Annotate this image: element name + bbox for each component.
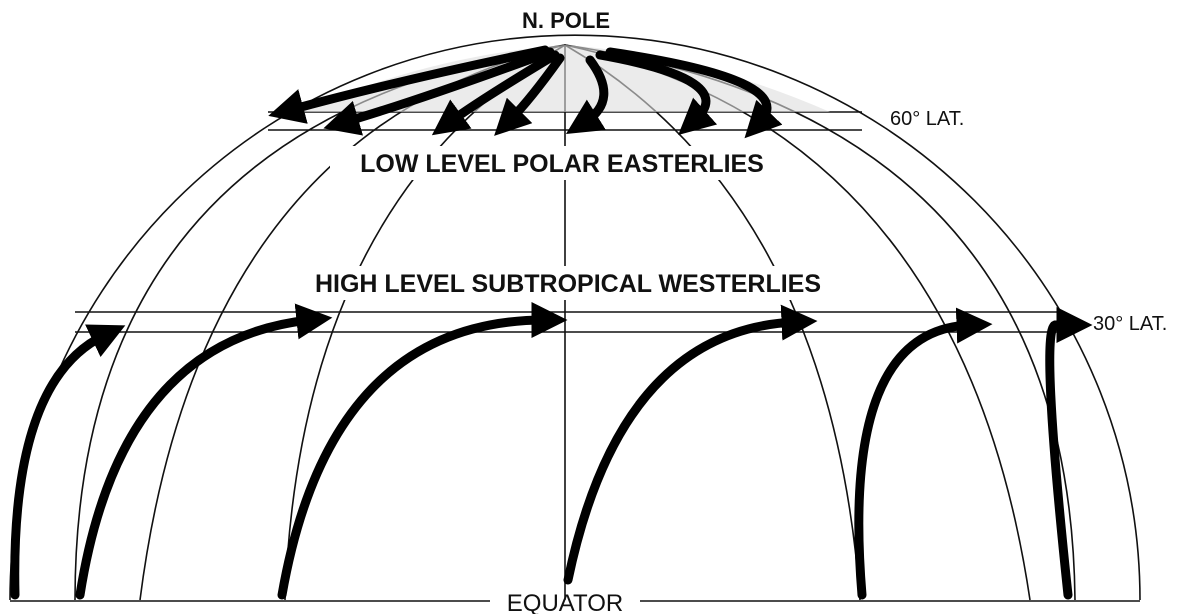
westerlies-label: HIGH LEVEL SUBTROPICAL WESTERLIES <box>315 270 821 298</box>
easterlies-label: LOW LEVEL POLAR EASTERLIES <box>360 150 764 178</box>
diagram: N. POLE 60° LAT. LOW LEVEL POLAR EASTERL… <box>0 0 1198 614</box>
lat30-label: 30° LAT. <box>1093 313 1167 335</box>
equator-label: EQUATOR <box>507 590 623 614</box>
pole-label: N. POLE <box>522 8 610 33</box>
lat60-label: 60° LAT. <box>890 108 964 130</box>
globe-outline <box>10 35 1140 601</box>
subtropical-westerlies-arrows <box>15 320 1070 595</box>
